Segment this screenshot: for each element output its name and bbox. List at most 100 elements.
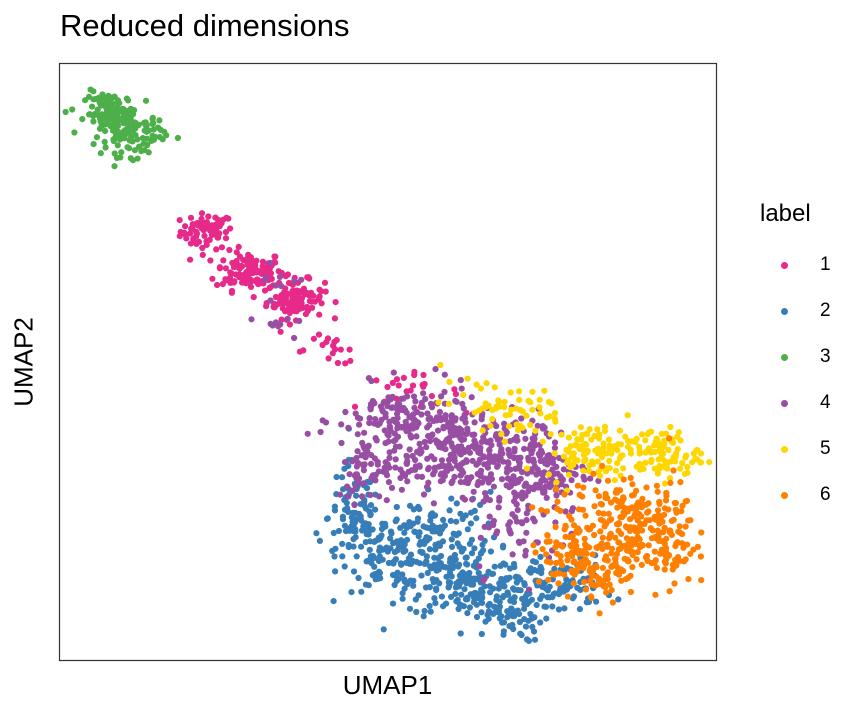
data-point <box>562 508 569 515</box>
data-point <box>423 524 430 531</box>
data-point <box>463 560 470 567</box>
data-point <box>451 386 458 393</box>
data-point <box>428 393 435 400</box>
data-point <box>139 135 146 142</box>
data-point <box>567 542 574 549</box>
data-point <box>537 595 544 603</box>
data-point <box>291 277 298 284</box>
data-point <box>636 510 643 518</box>
data-point <box>155 124 162 131</box>
data-point <box>339 553 346 560</box>
data-point <box>97 118 104 125</box>
data-point <box>250 258 257 265</box>
data-point <box>427 608 434 615</box>
data-point <box>553 570 560 577</box>
data-point <box>643 448 650 455</box>
data-point <box>604 543 611 550</box>
data-point <box>82 97 89 104</box>
data-point <box>90 141 97 148</box>
data-point <box>487 471 495 478</box>
data-point <box>110 137 117 145</box>
data-point <box>698 577 705 584</box>
data-point <box>127 134 135 141</box>
data-point <box>615 596 622 603</box>
data-point <box>306 275 313 282</box>
data-point <box>574 482 582 489</box>
data-point <box>527 610 534 618</box>
data-point <box>530 515 537 522</box>
data-point <box>534 422 541 429</box>
data-point <box>475 569 482 577</box>
data-point <box>569 569 576 576</box>
data-point <box>478 630 485 638</box>
data-point <box>424 410 431 417</box>
data-point <box>209 275 216 282</box>
data-point <box>298 276 305 283</box>
data-point <box>601 427 609 435</box>
data-point <box>599 534 607 541</box>
data-point <box>329 547 336 555</box>
data-point <box>491 563 498 570</box>
data-point <box>390 438 397 445</box>
data-point <box>638 561 645 569</box>
data-point <box>501 398 508 406</box>
data-point <box>464 425 471 432</box>
data-point <box>546 484 553 491</box>
data-point <box>627 446 634 453</box>
data-point <box>426 438 434 445</box>
data-point <box>479 427 486 434</box>
data-point <box>286 321 293 328</box>
data-point <box>452 590 459 598</box>
data-point <box>671 563 678 570</box>
data-point <box>149 115 156 123</box>
data-point <box>233 257 240 265</box>
data-point <box>460 391 467 399</box>
data-point <box>356 421 363 428</box>
data-point <box>507 438 514 445</box>
data-point <box>378 532 385 539</box>
data-point <box>612 555 619 562</box>
legend-key-dot <box>781 445 788 453</box>
data-point <box>654 507 662 514</box>
data-point <box>271 253 278 260</box>
data-point <box>541 603 548 610</box>
data-point <box>363 523 370 530</box>
data-point <box>262 274 269 281</box>
data-point <box>627 572 634 579</box>
data-point <box>93 134 100 141</box>
data-point <box>437 414 444 422</box>
data-point <box>483 380 490 387</box>
data-point <box>267 284 274 291</box>
data-point <box>443 573 450 580</box>
data-point <box>647 449 655 456</box>
data-point <box>511 586 518 593</box>
data-point <box>436 408 443 416</box>
data-point <box>426 563 434 570</box>
data-point <box>523 636 531 643</box>
data-point <box>332 568 339 575</box>
data-point <box>450 432 457 439</box>
data-point <box>513 421 520 428</box>
data-point <box>472 595 479 602</box>
data-point <box>594 445 602 452</box>
data-point <box>397 524 404 532</box>
data-point <box>110 127 117 134</box>
data-point <box>560 453 568 460</box>
data-point <box>594 458 601 465</box>
data-point <box>446 559 454 566</box>
data-point <box>435 399 442 406</box>
legend-key-dot <box>781 399 788 407</box>
data-point <box>532 427 539 434</box>
data-point <box>250 294 257 301</box>
data-point <box>573 441 580 448</box>
data-point <box>222 277 229 284</box>
data-point <box>521 445 528 452</box>
data-point <box>429 528 436 535</box>
data-point <box>510 560 518 568</box>
chart-title: Reduced dimensions <box>60 8 350 43</box>
data-point <box>676 523 683 530</box>
data-point <box>218 244 225 251</box>
data-point <box>525 397 532 404</box>
data-point <box>570 580 577 587</box>
data-point <box>101 138 108 145</box>
